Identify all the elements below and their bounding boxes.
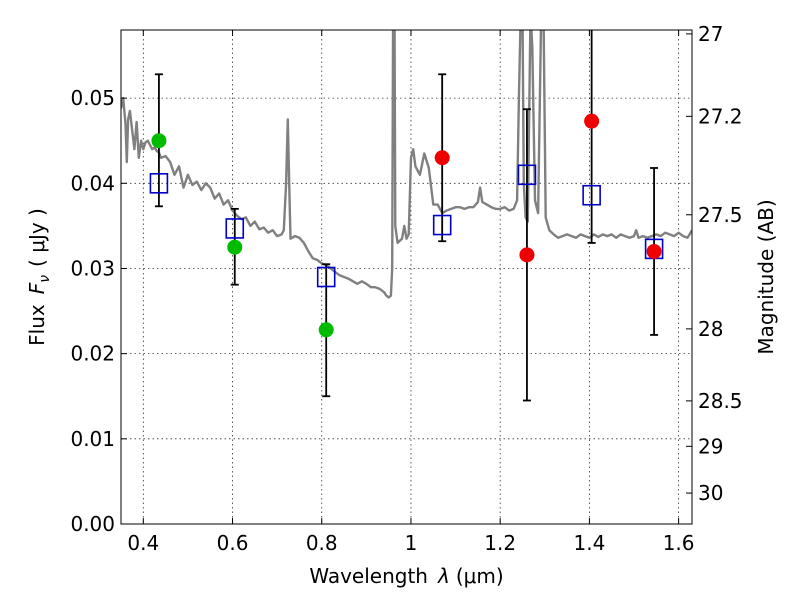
- x-tick-label: 1.2: [484, 531, 516, 555]
- observed-infrared-point: [434, 150, 450, 166]
- model-photometry-point: [149, 173, 169, 194]
- x-tick-label: 1.6: [663, 531, 695, 555]
- x-tick-label: 1.4: [573, 531, 605, 555]
- y-axis-label-text: Flux: [25, 304, 49, 346]
- y-tick-label: 0.01: [70, 427, 115, 451]
- observed-optical-point: [151, 133, 167, 149]
- observed-optical-point: [227, 239, 243, 255]
- y2-tick-label: 28.5: [698, 389, 743, 413]
- y2-tick-label: 28: [698, 317, 723, 341]
- y-tick-label: 0.05: [70, 86, 115, 110]
- y2-tick-label: 30: [698, 481, 723, 505]
- spectrum-line: [121, 30, 692, 299]
- spectrum-layer: [121, 30, 692, 299]
- observed-infrared-point: [646, 243, 662, 259]
- errorbar-layer: [154, 30, 659, 402]
- x-axis-label-unit: (μm): [456, 564, 504, 588]
- y2-tick-label: 27.5: [698, 203, 743, 227]
- y2-tick-label: 29: [698, 434, 723, 458]
- x-axis-label-symbol: λ: [437, 564, 450, 588]
- y-axis-label-symbol: F: [25, 282, 49, 294]
- grid-layer: [121, 30, 692, 524]
- marker-layer: [149, 113, 664, 338]
- y-axis-label-subscript: ν: [37, 275, 53, 283]
- y2-tick-label: 27.2: [698, 104, 743, 128]
- y-axis-label: Flux Fν ( μJy ): [25, 208, 53, 346]
- model-photometry-point: [225, 218, 245, 239]
- model-photometry-point: [316, 266, 336, 288]
- y2-axis-label: Magnitude (AB): [754, 199, 778, 354]
- y-tick-label: 0.03: [70, 256, 115, 280]
- observed-infrared-point: [519, 247, 535, 263]
- x-tick-label: 1: [405, 531, 418, 555]
- y-axis-label-unit: ( μJy ): [25, 208, 49, 267]
- observed-optical-point: [318, 322, 334, 338]
- x-axis-label: Wavelength λ (μm): [309, 564, 503, 588]
- plot-frame: [120, 29, 693, 525]
- model-photometry-point: [432, 214, 452, 236]
- model-photometry-point: [582, 184, 601, 206]
- y-tick-label: 0.04: [70, 171, 115, 195]
- model-photometry-point: [517, 164, 537, 186]
- x-axis-label-text: Wavelength: [309, 564, 428, 588]
- x-tick-label: 0.8: [306, 531, 338, 555]
- y2-tick-label: 27: [698, 22, 723, 46]
- x-tick-label: 0.4: [127, 531, 159, 555]
- x-tick-label: 0.6: [217, 531, 249, 555]
- tick-layer: 0.4 0.6 0.8 1 1.2 1.4 1.6 0.00 0.01 0.02 0.03 0.04 0…: [70, 22, 742, 555]
- y-tick-label: 0.00: [70, 512, 115, 536]
- observed-infrared-point: [584, 113, 600, 129]
- y-tick-label: 0.02: [70, 342, 115, 366]
